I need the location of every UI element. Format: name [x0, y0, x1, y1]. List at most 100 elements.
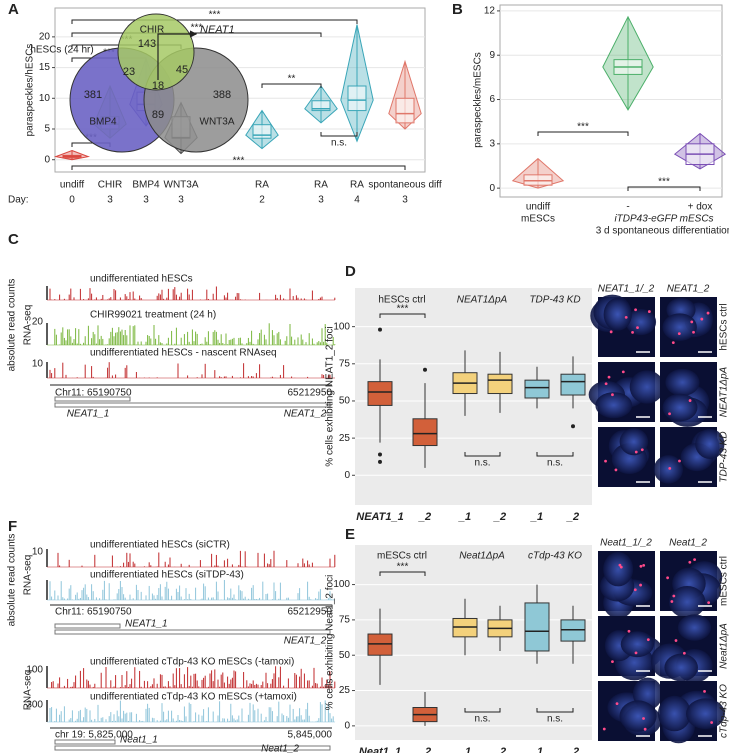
gene-label: Neat1_2 — [261, 744, 299, 753]
gene-model — [54, 629, 331, 635]
foci — [640, 448, 644, 452]
track-label: undifferentiated cTdp-43 KO mESCs (-tamo… — [90, 657, 294, 668]
significance-bracket — [320, 132, 358, 137]
plot-area — [355, 545, 592, 740]
x-tick-label: - — [626, 202, 629, 213]
foci — [646, 638, 650, 642]
significance-label: *** — [233, 156, 245, 167]
y-tick-label: 0 — [44, 154, 50, 165]
foci — [693, 558, 696, 562]
y-axis-label: % cells exhibiting Neat1_2 foci — [325, 575, 336, 711]
foci — [624, 315, 628, 319]
venn-circle — [117, 13, 195, 91]
foci — [634, 450, 638, 454]
nucleus — [665, 368, 700, 396]
image-column-label: NEAT1_1/_2 — [598, 284, 655, 295]
foci — [690, 320, 694, 324]
box — [524, 602, 550, 652]
foci — [703, 689, 706, 693]
day-header: Day: — [8, 195, 29, 206]
image-row-label: mESCs ctrl — [719, 556, 729, 606]
x-tick-label: _2 — [493, 746, 506, 753]
day-label: 3 — [318, 195, 324, 206]
y-tick-label: 10 — [39, 93, 51, 104]
nucleus — [668, 586, 706, 619]
nucleus — [657, 695, 691, 732]
track-label: undifferentiated hESCs (siTDP-43) — [90, 570, 244, 581]
foci — [602, 727, 606, 731]
foci — [609, 330, 613, 334]
y-tick-label: 0 — [344, 721, 350, 732]
image-row-label: hESCs ctrl — [719, 303, 729, 350]
group-header: Neat1ΔpA — [459, 551, 505, 562]
coordinate: 65212950 — [288, 607, 333, 618]
foci — [618, 563, 622, 567]
y-tick-label: 0 — [489, 183, 495, 194]
nucleus — [629, 370, 665, 404]
x-tick-label: Neat1_1 — [359, 746, 401, 753]
track-scale: 100 — [26, 665, 43, 676]
foci — [647, 310, 651, 313]
track-label: undifferentiated hESCs (siCTR) — [90, 540, 230, 551]
foci — [621, 370, 625, 374]
foci — [615, 702, 619, 706]
box — [367, 381, 393, 406]
foci — [677, 332, 681, 335]
y-tick-label: 25 — [339, 433, 351, 444]
y-tick-label: 0 — [344, 470, 350, 481]
venn-count: 45 — [176, 64, 188, 76]
significance-label: n.s. — [474, 458, 490, 469]
foci — [604, 382, 608, 386]
x-tick-label: RA — [255, 180, 269, 191]
gene-label: NEAT1_1 — [67, 409, 110, 420]
x-tick-label: WNT3A — [164, 180, 199, 191]
x-sublabel: 3 d spontaneous differentiation — [596, 226, 729, 237]
venn-title: hESCs (24 hr) — [30, 45, 93, 56]
track-label: undifferentiated cTdp-43 KO mESCs (+tamo… — [90, 692, 297, 703]
foci — [670, 600, 674, 603]
x-tick-label: _1 — [530, 746, 543, 753]
x-tick-label: _1 — [530, 511, 543, 523]
y-tick-label: 25 — [339, 685, 351, 696]
image-column-label: NEAT1_2 — [667, 284, 710, 295]
y-axis-label: paraspeckles/hESCs — [25, 44, 36, 137]
nucleus — [603, 298, 632, 331]
foci — [627, 629, 631, 633]
coordinate: Chr11: 65190750 — [55, 388, 132, 399]
panel-letter: A — [8, 1, 19, 18]
day-label: 4 — [354, 195, 360, 206]
gene-label: NEAT1_2 — [284, 636, 327, 647]
significance-label: n.s. — [474, 714, 490, 725]
coordinate: 5,845,000 — [288, 730, 333, 741]
foci — [631, 330, 634, 334]
nucleus — [595, 392, 633, 419]
foci — [607, 375, 611, 379]
coordinate: chr 19: 5,825,000 — [55, 730, 133, 741]
significance-label: n.s. — [547, 458, 563, 469]
significance-bracket — [537, 131, 629, 136]
track-scale: 10 — [32, 547, 44, 558]
y-tick-label: 5 — [44, 124, 50, 135]
group-header: hESCs ctrl — [378, 295, 425, 306]
gene-callout: NEAT1 — [200, 24, 235, 36]
foci — [688, 560, 692, 564]
x-tick-label: RA — [314, 180, 328, 191]
x-tick-label: spontaneous diff — [368, 180, 441, 191]
x-tick-label: + dox — [688, 202, 713, 213]
nucleus — [662, 313, 697, 341]
group-header: mESCs ctrl — [377, 551, 427, 562]
foci — [688, 399, 692, 402]
outlier — [378, 327, 382, 332]
y-tick-label: 15 — [39, 62, 51, 73]
image-row-label: TDP-43 KD — [719, 431, 729, 482]
significance-bracket — [627, 186, 701, 191]
nucleus — [603, 551, 634, 587]
venn-count: 18 — [152, 80, 164, 92]
foci — [700, 317, 704, 321]
plot-area — [355, 288, 592, 505]
foci — [611, 393, 614, 397]
panel-letter: D — [345, 263, 356, 280]
box — [412, 418, 438, 447]
group-header: NEAT1ΔpA — [457, 295, 508, 306]
y-axis-label: % cells exhibiting NEAT1_2 foci — [325, 326, 336, 466]
